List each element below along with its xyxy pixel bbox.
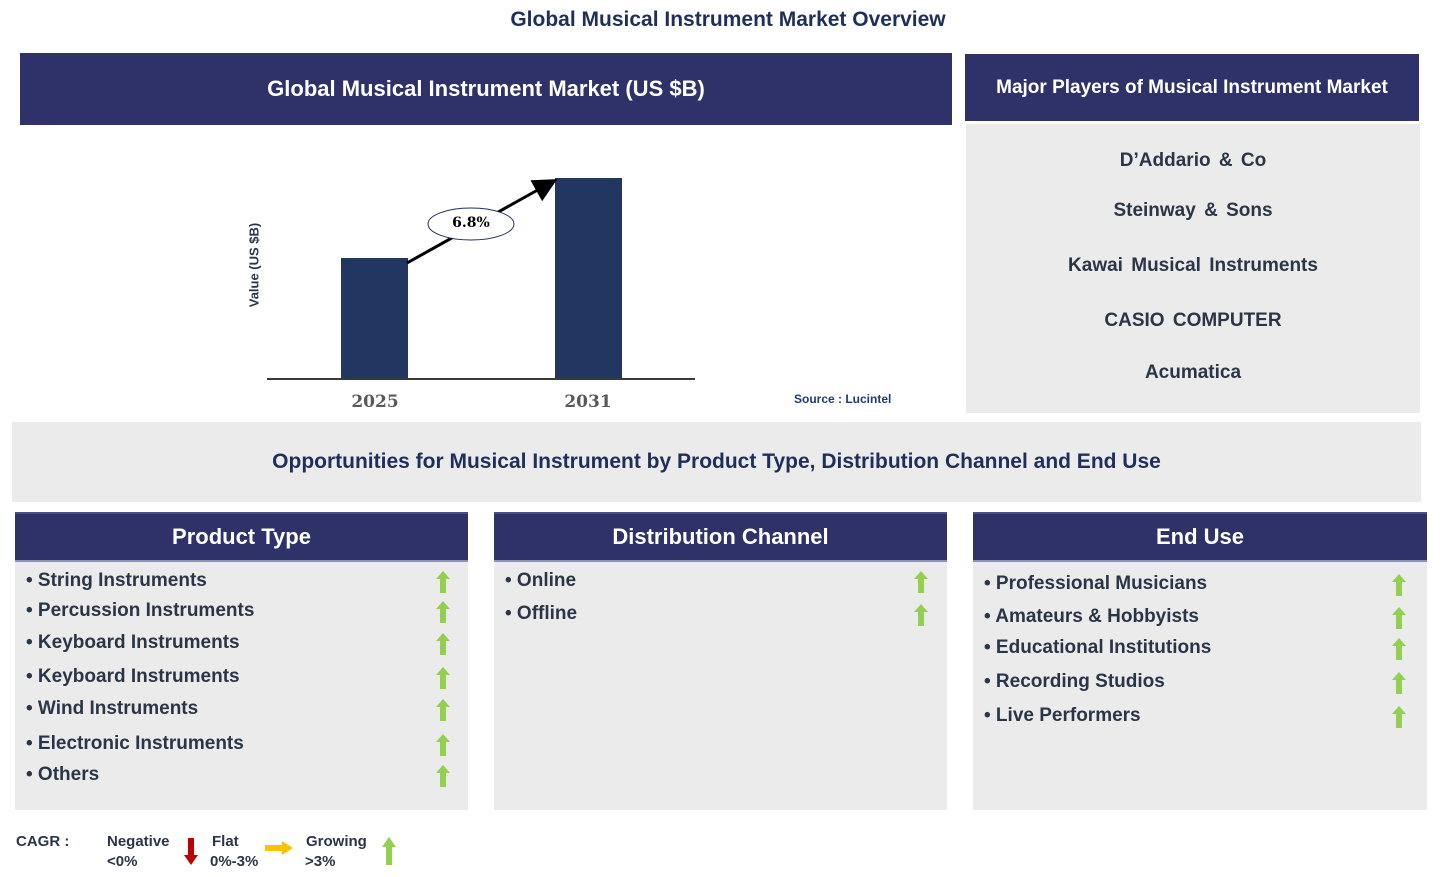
x-tick-2031: 2031 <box>564 392 612 412</box>
player-item: Acumatica <box>1144 362 1242 383</box>
segment-item: • Others <box>26 764 100 785</box>
cagr-label: 6.8% <box>452 215 490 231</box>
page-title: Global Musical Instrument Market Overvie… <box>510 8 946 31</box>
right-arrow-icon <box>265 841 293 855</box>
growth-up-arrow-icon <box>914 604 928 626</box>
player-item: D’Addario & Co <box>1119 150 1267 171</box>
growth-up-arrow-icon <box>436 601 450 623</box>
segment-product-type: Product Type • String Instruments • Percu… <box>15 512 468 810</box>
segment-item: • Keyboard Instruments <box>26 632 240 653</box>
down-arrow-icon <box>184 838 198 865</box>
segment-item: • Educational Institutions <box>984 637 1212 658</box>
legend-flat-title: Flat <box>212 833 239 850</box>
player-item: Steinway & Sons <box>1113 200 1273 221</box>
legend-flat-range: 0%-3% <box>210 853 259 870</box>
growth-up-arrow-icon <box>436 633 450 655</box>
growth-up-arrow-icon <box>1392 672 1406 694</box>
segment-item: • String Instruments <box>26 570 207 591</box>
growth-up-arrow-icon <box>436 734 450 756</box>
segment-item: • Wind Instruments <box>26 698 199 719</box>
segment-header: Product Type <box>15 512 468 562</box>
growth-up-arrow-icon <box>436 699 450 721</box>
players-list: D’Addario & Co Steinway & Sons Kawai Mus… <box>966 124 1420 413</box>
legend-growing-range: >3% <box>305 853 336 870</box>
growth-up-arrow-icon <box>436 571 450 593</box>
segment-item: • Live Performers <box>984 705 1141 726</box>
chart-panel-header: Global Musical Instrument Market (US $B) <box>20 53 952 125</box>
segment-item: • Keyboard Instruments <box>26 666 240 687</box>
segment-list: • String Instruments • Percussion Instrum… <box>15 562 468 810</box>
legend-negative-range: <0% <box>107 853 138 870</box>
legend-growing-title: Growing <box>306 833 367 850</box>
segment-header: End Use <box>973 512 1427 562</box>
player-item: CASIO COMPUTER <box>1104 310 1282 331</box>
cagr-arrow-icon <box>406 179 558 265</box>
x-axis-line <box>267 378 695 380</box>
segment-distribution-channel: Distribution Channel • Online • Offline <box>494 512 947 810</box>
x-tick-2025: 2025 <box>351 392 399 412</box>
segment-list: • Online • Offline <box>494 562 947 810</box>
segment-item: • Recording Studios <box>984 671 1165 692</box>
growth-up-arrow-icon <box>1392 574 1406 596</box>
segment-item: • Offline <box>505 603 578 624</box>
legend-label: CAGR : <box>16 833 70 850</box>
market-bar-chart: 2025 2031 6.8% <box>230 160 730 420</box>
growth-up-arrow-icon <box>436 667 450 689</box>
bar-2031 <box>555 178 622 378</box>
segment-item: • Professional Musicians <box>984 573 1208 594</box>
growth-up-arrow-icon <box>1392 638 1406 660</box>
bar-2025 <box>341 258 408 378</box>
legend-negative-title: Negative <box>107 833 170 850</box>
player-item: Kawai Musical Instruments <box>1068 255 1318 276</box>
source-note: Source : Lucintel <box>794 392 892 406</box>
segment-end-use: End Use • Professional Musicians • Amateu… <box>973 512 1427 810</box>
segment-header: Distribution Channel <box>494 512 947 562</box>
segment-item: • Percussion Instruments <box>26 600 255 621</box>
cagr-legend: CAGR : Negative <0% Flat 0%-3% Growing >… <box>16 832 416 872</box>
growth-up-arrow-icon <box>1392 607 1406 629</box>
segment-list: • Professional Musicians • Amateurs & Hob… <box>973 562 1427 810</box>
segment-item: • Amateurs & Hobbyists <box>984 606 1199 627</box>
players-panel-header: Major Players of Musical Instrument Mark… <box>965 54 1419 121</box>
growth-up-arrow-icon <box>914 571 928 593</box>
segment-item: • Online <box>505 570 577 591</box>
growth-up-arrow-icon <box>1392 706 1406 728</box>
segment-item: • Electronic Instruments <box>26 733 244 754</box>
up-arrow-icon <box>382 837 396 865</box>
opportunities-title: Opportunities for Musical Instrument by … <box>12 422 1421 502</box>
growth-up-arrow-icon <box>436 765 450 787</box>
